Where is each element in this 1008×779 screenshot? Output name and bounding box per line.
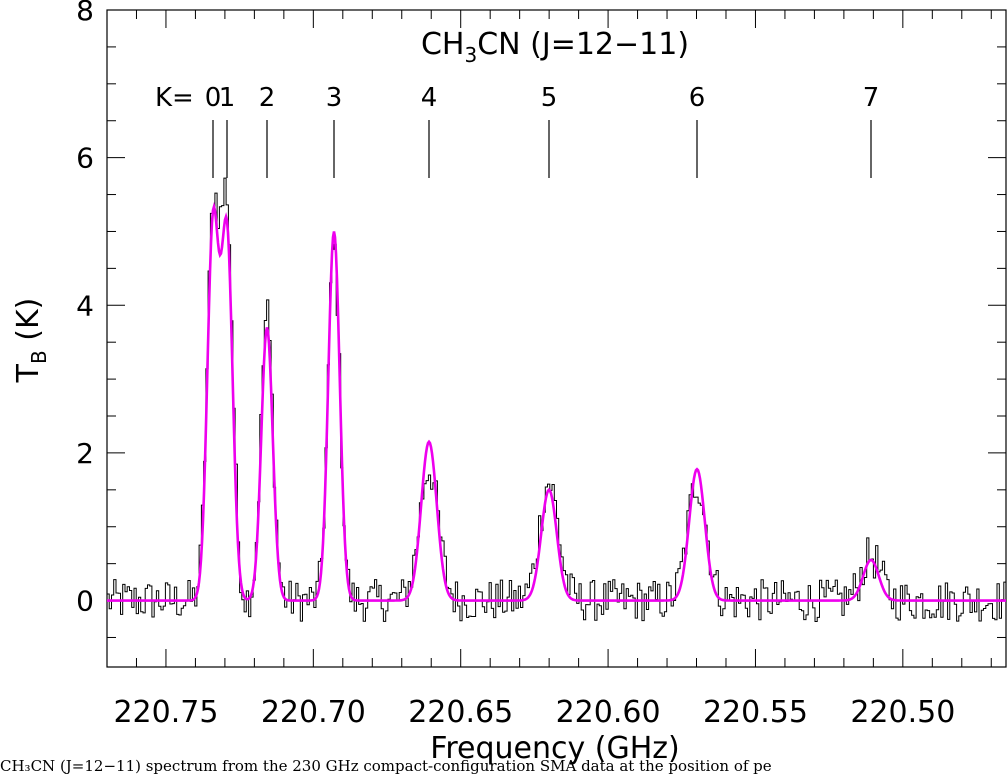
title-rest: CN (J=12−11) xyxy=(477,27,689,62)
x-tick-label: 220.60 xyxy=(556,695,661,730)
y-tick-label: 4 xyxy=(76,289,94,322)
x-tick-label: 220.55 xyxy=(703,695,808,730)
x-tick-label: 220.75 xyxy=(113,695,218,730)
y-label-subscript: B xyxy=(27,350,51,364)
y-tick-label: 0 xyxy=(76,585,94,618)
plot-frame xyxy=(106,9,1007,668)
x-tick-label: 220.50 xyxy=(850,695,955,730)
observed-spectrum-line xyxy=(107,177,1006,622)
y-axis-label: TB (K) xyxy=(11,298,51,384)
y-label-unit: (K) xyxy=(11,298,46,351)
spectrum-series xyxy=(107,177,1006,622)
x-tick-label: 220.70 xyxy=(261,695,366,730)
plot-border xyxy=(106,9,1007,668)
y-tick-label: 2 xyxy=(76,437,94,470)
k-component-label: 2 xyxy=(259,83,276,113)
y-label-base: T xyxy=(11,363,46,383)
svg-text:TB (K): TB (K) xyxy=(11,298,51,384)
y-tick-label: 6 xyxy=(76,142,94,175)
k-component-label: 1 xyxy=(219,83,236,113)
axis-labels: 220.75 220.70 220.65 220.60 220.55 220.50 0 2 4 6… xyxy=(76,0,955,730)
axis-ticks xyxy=(107,9,1006,667)
k-component-label: 5 xyxy=(541,83,558,113)
k-component-label: 3 xyxy=(326,83,343,113)
title-base: CH xyxy=(421,27,465,62)
k-component-label: 7 xyxy=(863,83,880,113)
k-component-markers xyxy=(212,120,872,178)
k-component-label: 4 xyxy=(421,83,438,113)
k-component-label: 6 xyxy=(689,83,706,113)
k-prefix-label: K= xyxy=(155,83,194,113)
chart-title: CH3CN (J=12−11) xyxy=(421,27,689,67)
k-component-label: 0 xyxy=(205,83,222,113)
x-axis-label: Frequency (GHz) xyxy=(430,731,679,766)
y-tick-label: 8 xyxy=(76,0,94,27)
title-subscript: 3 xyxy=(464,43,477,67)
model-fit-line xyxy=(107,201,1006,602)
figure-caption: CH₃CN (J=12−11) spectrum from the 230 GH… xyxy=(0,757,772,775)
x-tick-label: 220.65 xyxy=(408,695,513,730)
